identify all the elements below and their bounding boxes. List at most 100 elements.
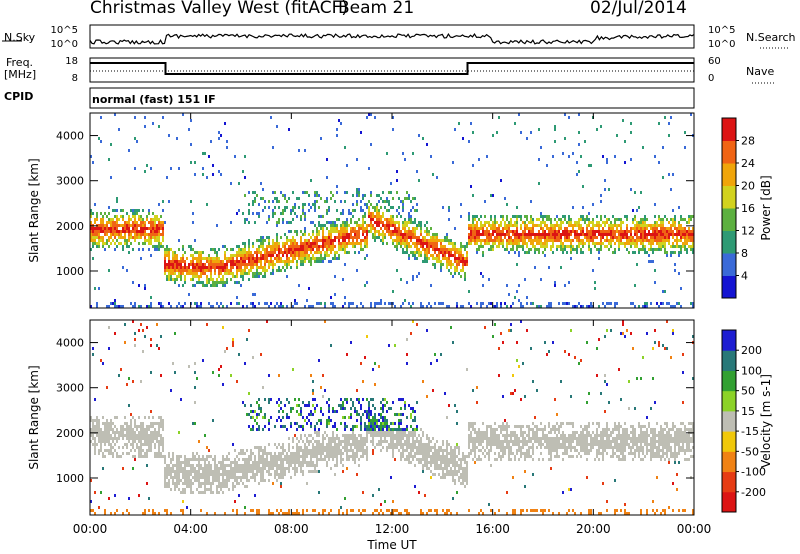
rti-cell — [524, 251, 526, 254]
rti-cell — [554, 230, 556, 233]
rti-cell — [538, 158, 540, 161]
rti-cell — [642, 224, 644, 227]
rti-cell — [304, 434, 306, 437]
rti-cell — [124, 416, 126, 419]
rti-cell — [440, 266, 442, 269]
rti-cell — [222, 485, 224, 488]
rti-cell — [134, 425, 136, 428]
rti-cell — [682, 233, 684, 236]
rti-cell — [386, 224, 388, 227]
rti-cell — [448, 251, 450, 254]
rti-cell — [448, 242, 450, 245]
rti-cell — [606, 230, 608, 233]
rti-cell — [100, 491, 102, 494]
rti-cell — [194, 422, 196, 425]
rti-cell — [660, 218, 662, 221]
rti-cell — [294, 458, 296, 461]
rti-cell — [358, 398, 360, 401]
rti-cell — [396, 242, 398, 245]
rti-cell — [164, 257, 166, 260]
rti-cell — [306, 464, 308, 467]
rti-cell — [338, 404, 340, 407]
rti-cell — [114, 437, 116, 440]
rti-cell — [416, 209, 418, 212]
rti-cell — [494, 224, 496, 227]
rti-cell — [348, 242, 350, 245]
rti-cell — [438, 260, 440, 263]
rti-cell — [226, 269, 228, 272]
rti-cell — [406, 239, 408, 242]
rti-cell — [216, 257, 218, 260]
rti-cell — [480, 224, 482, 227]
rti-cell — [516, 245, 518, 248]
rti-cell — [208, 155, 210, 158]
rti-cell — [374, 227, 376, 230]
rti-cell — [408, 236, 410, 239]
rti-cell — [540, 227, 542, 230]
rti-cell — [94, 287, 96, 290]
rti-cell — [544, 236, 546, 239]
rti-cell — [344, 239, 346, 242]
rti-cell — [240, 464, 242, 467]
rti-cell — [326, 158, 328, 161]
rti-cell — [402, 302, 404, 305]
rti-cell — [430, 155, 432, 158]
rti-cell — [542, 236, 544, 239]
rti-cell — [186, 482, 188, 485]
rti-cell — [302, 428, 304, 431]
rti-cell — [500, 221, 502, 224]
rti-cell — [230, 467, 232, 470]
rti-cell — [670, 224, 672, 227]
rti-cell — [496, 245, 498, 248]
rti-cell — [648, 260, 650, 263]
rti-cell — [366, 425, 368, 428]
rti-cell — [210, 278, 212, 281]
rti-cell — [448, 209, 450, 212]
rti-cell — [586, 230, 588, 233]
rti-cell — [268, 374, 270, 377]
rti-cell — [420, 242, 422, 245]
rti-cell — [262, 209, 264, 212]
rti-cell — [656, 227, 658, 230]
rti-cell — [338, 257, 340, 260]
rti-cell — [158, 125, 160, 128]
rti-cell — [142, 512, 144, 515]
colorbar-label: Power [dB] — [759, 175, 773, 240]
rti-cell — [640, 239, 642, 242]
rti-cell — [408, 245, 410, 248]
rti-cell — [680, 245, 682, 248]
rti-cell — [460, 269, 462, 272]
rti-cell — [246, 479, 248, 482]
rti-cell — [192, 260, 194, 263]
rti-cell — [524, 224, 526, 227]
rti-cell — [370, 410, 372, 413]
rti-cell — [318, 302, 320, 305]
rti-cell — [198, 476, 200, 479]
rti-cell — [426, 227, 428, 230]
rti-cell — [194, 272, 196, 275]
rti-cell — [310, 413, 312, 416]
rti-cell — [314, 236, 316, 239]
rti-cell — [388, 233, 390, 236]
rti-cell — [550, 227, 552, 230]
colorbar-tick-label: 12 — [741, 225, 755, 238]
rti-cell — [522, 305, 524, 308]
rti-cell — [488, 236, 490, 239]
rti-cell — [224, 122, 226, 125]
rti-cell — [656, 236, 658, 239]
rti-cell — [570, 224, 572, 227]
rti-cell — [578, 143, 580, 146]
rti-cell — [326, 401, 328, 404]
rti-cell — [108, 305, 110, 308]
rti-cell — [274, 191, 276, 194]
rti-cell — [520, 302, 522, 305]
rti-cell — [94, 491, 96, 494]
rti-cell — [246, 254, 248, 257]
rti-cell — [332, 194, 334, 197]
rti-cell — [170, 263, 172, 266]
rti-cell — [276, 461, 278, 464]
rti-cell — [226, 464, 228, 467]
rti-cell — [502, 239, 504, 242]
rti-cell — [182, 260, 184, 263]
rti-cell — [112, 431, 114, 434]
